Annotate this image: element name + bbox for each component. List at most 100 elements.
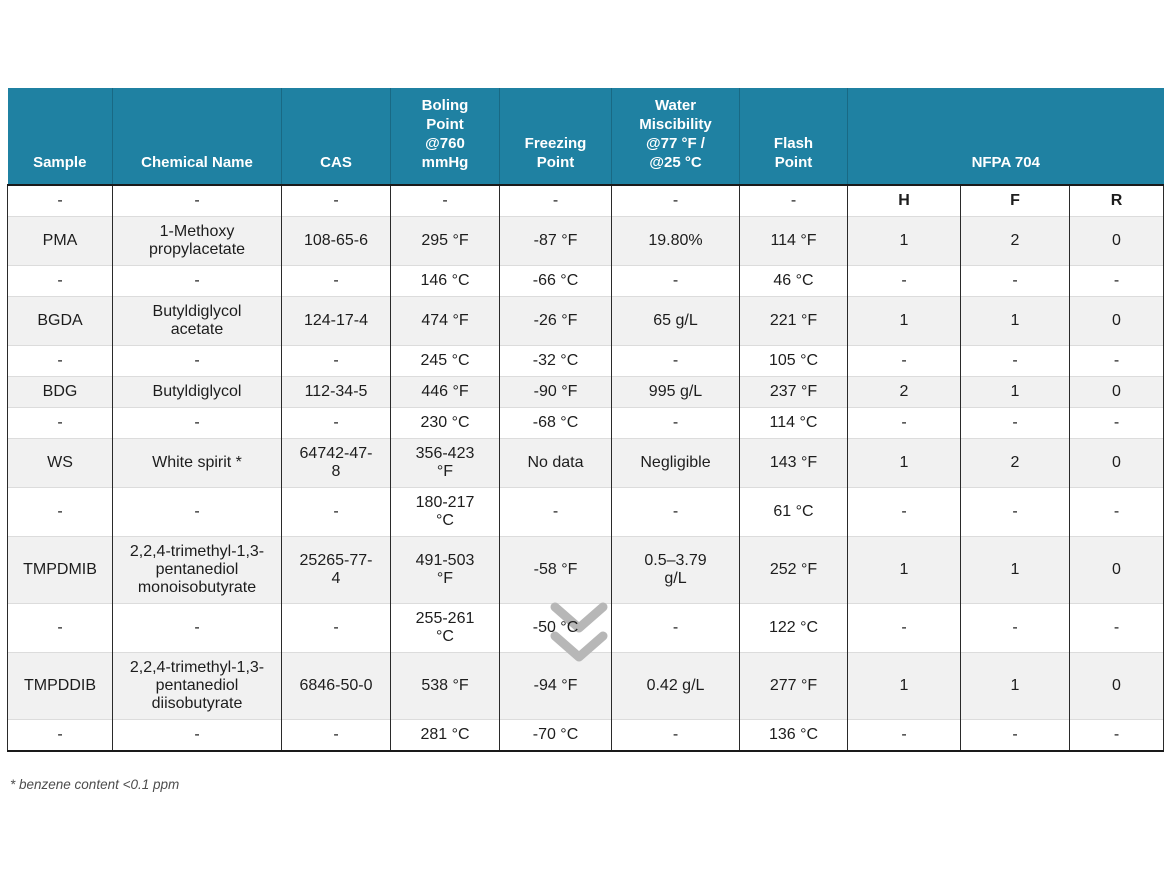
table-row-primary: TMPDMIB 2,2,4-trimethyl-1,3- pentanediol …	[7, 536, 1164, 604]
table-cell: 136 °C	[739, 719, 848, 752]
table-cell: -58 °F	[499, 536, 612, 604]
table-cell: 2	[847, 376, 961, 408]
table-cell: -	[847, 345, 961, 377]
table-cell: 1	[847, 216, 961, 266]
table-cell: -32 °C	[499, 345, 612, 377]
table-cell: -	[281, 719, 391, 752]
table-cell: 2	[960, 216, 1070, 266]
table-cell: 124-17-4	[281, 296, 391, 346]
table-cell: -	[112, 345, 282, 377]
table-cell: -	[960, 603, 1070, 653]
table-cell: -	[281, 487, 391, 537]
table-cell: -	[7, 487, 113, 537]
table-cell: 1-Methoxy propylacetate	[112, 216, 282, 266]
table-row-primary: PMA 1-Methoxy propylacetate 108-65-6 295 °F…	[7, 216, 1164, 266]
table-cell: -	[281, 185, 391, 217]
table-cell: 64742-47- 8	[281, 438, 391, 488]
table-cell: -	[112, 265, 282, 297]
table-cell: -66 °C	[499, 265, 612, 297]
table-cell: 105 °C	[739, 345, 848, 377]
table-cell: 19.80%	[611, 216, 740, 266]
table-cell: -26 °F	[499, 296, 612, 346]
table-cell: 2	[960, 438, 1070, 488]
table-cell: 1	[847, 438, 961, 488]
table-cell: 446 °F	[390, 376, 500, 408]
table-cell: 146 °C	[390, 265, 500, 297]
table-cell: 538 °F	[390, 652, 500, 720]
table-cell: -	[499, 487, 612, 537]
table-row-metric: - - -245 °C -32 °C -105 °C - - -	[7, 345, 1164, 377]
table-row-metric: - - -230 °C -68 °C -114 °C - - -	[7, 407, 1164, 439]
table-cell: 0.5–3.79 g/L	[611, 536, 740, 604]
table-cell: -68 °C	[499, 407, 612, 439]
col-header-boiling-point: Boling Point @760 mmHg	[390, 88, 500, 186]
table-cell: -	[611, 719, 740, 752]
table-cell: 995 g/L	[611, 376, 740, 408]
table-cell: -	[1069, 487, 1164, 537]
table-cell: -	[281, 603, 391, 653]
table-cell: No data	[499, 438, 612, 488]
table-cell: F	[960, 185, 1070, 217]
table-cell: -	[112, 185, 282, 217]
table-cell: 277 °F	[739, 652, 848, 720]
table-cell: -	[112, 487, 282, 537]
table-cell: 221 °F	[739, 296, 848, 346]
table-row-metric: - - -146 °C -66 °C -46 °C - - -	[7, 265, 1164, 297]
table-cell: 252 °F	[739, 536, 848, 604]
table-row-metric: - - -281 °C -70 °C -136 °C - - -	[7, 719, 1164, 752]
table-cell: -	[1069, 603, 1164, 653]
table-cell: Butyldiglycol acetate	[112, 296, 282, 346]
table-cell: -	[7, 345, 113, 377]
table-cell: -	[847, 603, 961, 653]
table-cell: TMPDMIB	[7, 536, 113, 604]
table-cell: 0	[1069, 438, 1164, 488]
chemical-properties-table: Sample Chemical Name CAS Boling Point @7…	[7, 88, 1164, 752]
table-cell: 255-261 °C	[390, 603, 500, 653]
table-cell: -	[281, 265, 391, 297]
table-cell: 112-34-5	[281, 376, 391, 408]
table-cell: 0	[1069, 376, 1164, 408]
table-cell: R	[1069, 185, 1164, 217]
table-cell: 0	[1069, 652, 1164, 720]
table-row-metric: - - -180-217 °C - -61 °C - - -	[7, 487, 1164, 537]
table-cell: 237 °F	[739, 376, 848, 408]
table-cell: 0	[1069, 296, 1164, 346]
table-cell: PMA	[7, 216, 113, 266]
double-chevron-down-icon[interactable]	[548, 600, 610, 666]
table-cell: -	[112, 407, 282, 439]
table-cell: 1	[960, 376, 1070, 408]
table-cell: -	[281, 407, 391, 439]
table-cell: -	[847, 487, 961, 537]
table-cell: -	[7, 603, 113, 653]
table-cell: 1	[847, 296, 961, 346]
table-cell: White spirit *	[112, 438, 282, 488]
table-cell: -87 °F	[499, 216, 612, 266]
table-cell: -	[7, 407, 113, 439]
table-cell: 46 °C	[739, 265, 848, 297]
table-cell: 0	[1069, 216, 1164, 266]
col-header-chemical-name: Chemical Name	[112, 88, 282, 186]
table-cell: -	[960, 345, 1070, 377]
table-cell: 108-65-6	[281, 216, 391, 266]
table-row-primary: TMPDDIB 2,2,4-trimethyl-1,3- pentanediol …	[7, 652, 1164, 720]
table-cell: 122 °C	[739, 603, 848, 653]
table-cell: -	[847, 719, 961, 752]
table-cell: -90 °F	[499, 376, 612, 408]
table-cell: 281 °C	[390, 719, 500, 752]
table-cell: 0.42 g/L	[611, 652, 740, 720]
table-cell: 180-217 °C	[390, 487, 500, 537]
table-cell: 245 °C	[390, 345, 500, 377]
table-cell: 25265-77- 4	[281, 536, 391, 604]
table-cell: 1	[847, 652, 961, 720]
table-cell: -70 °C	[499, 719, 612, 752]
table-cell: -	[611, 185, 740, 217]
table-cell: BDG	[7, 376, 113, 408]
col-header-freezing-point: Freezing Point	[499, 88, 612, 186]
table-cell: 230 °C	[390, 407, 500, 439]
table-cell: -	[739, 185, 848, 217]
table-cell: -	[960, 407, 1070, 439]
col-header-cas: CAS	[281, 88, 391, 186]
table-cell: -	[1069, 719, 1164, 752]
table-cell: -	[1069, 345, 1164, 377]
